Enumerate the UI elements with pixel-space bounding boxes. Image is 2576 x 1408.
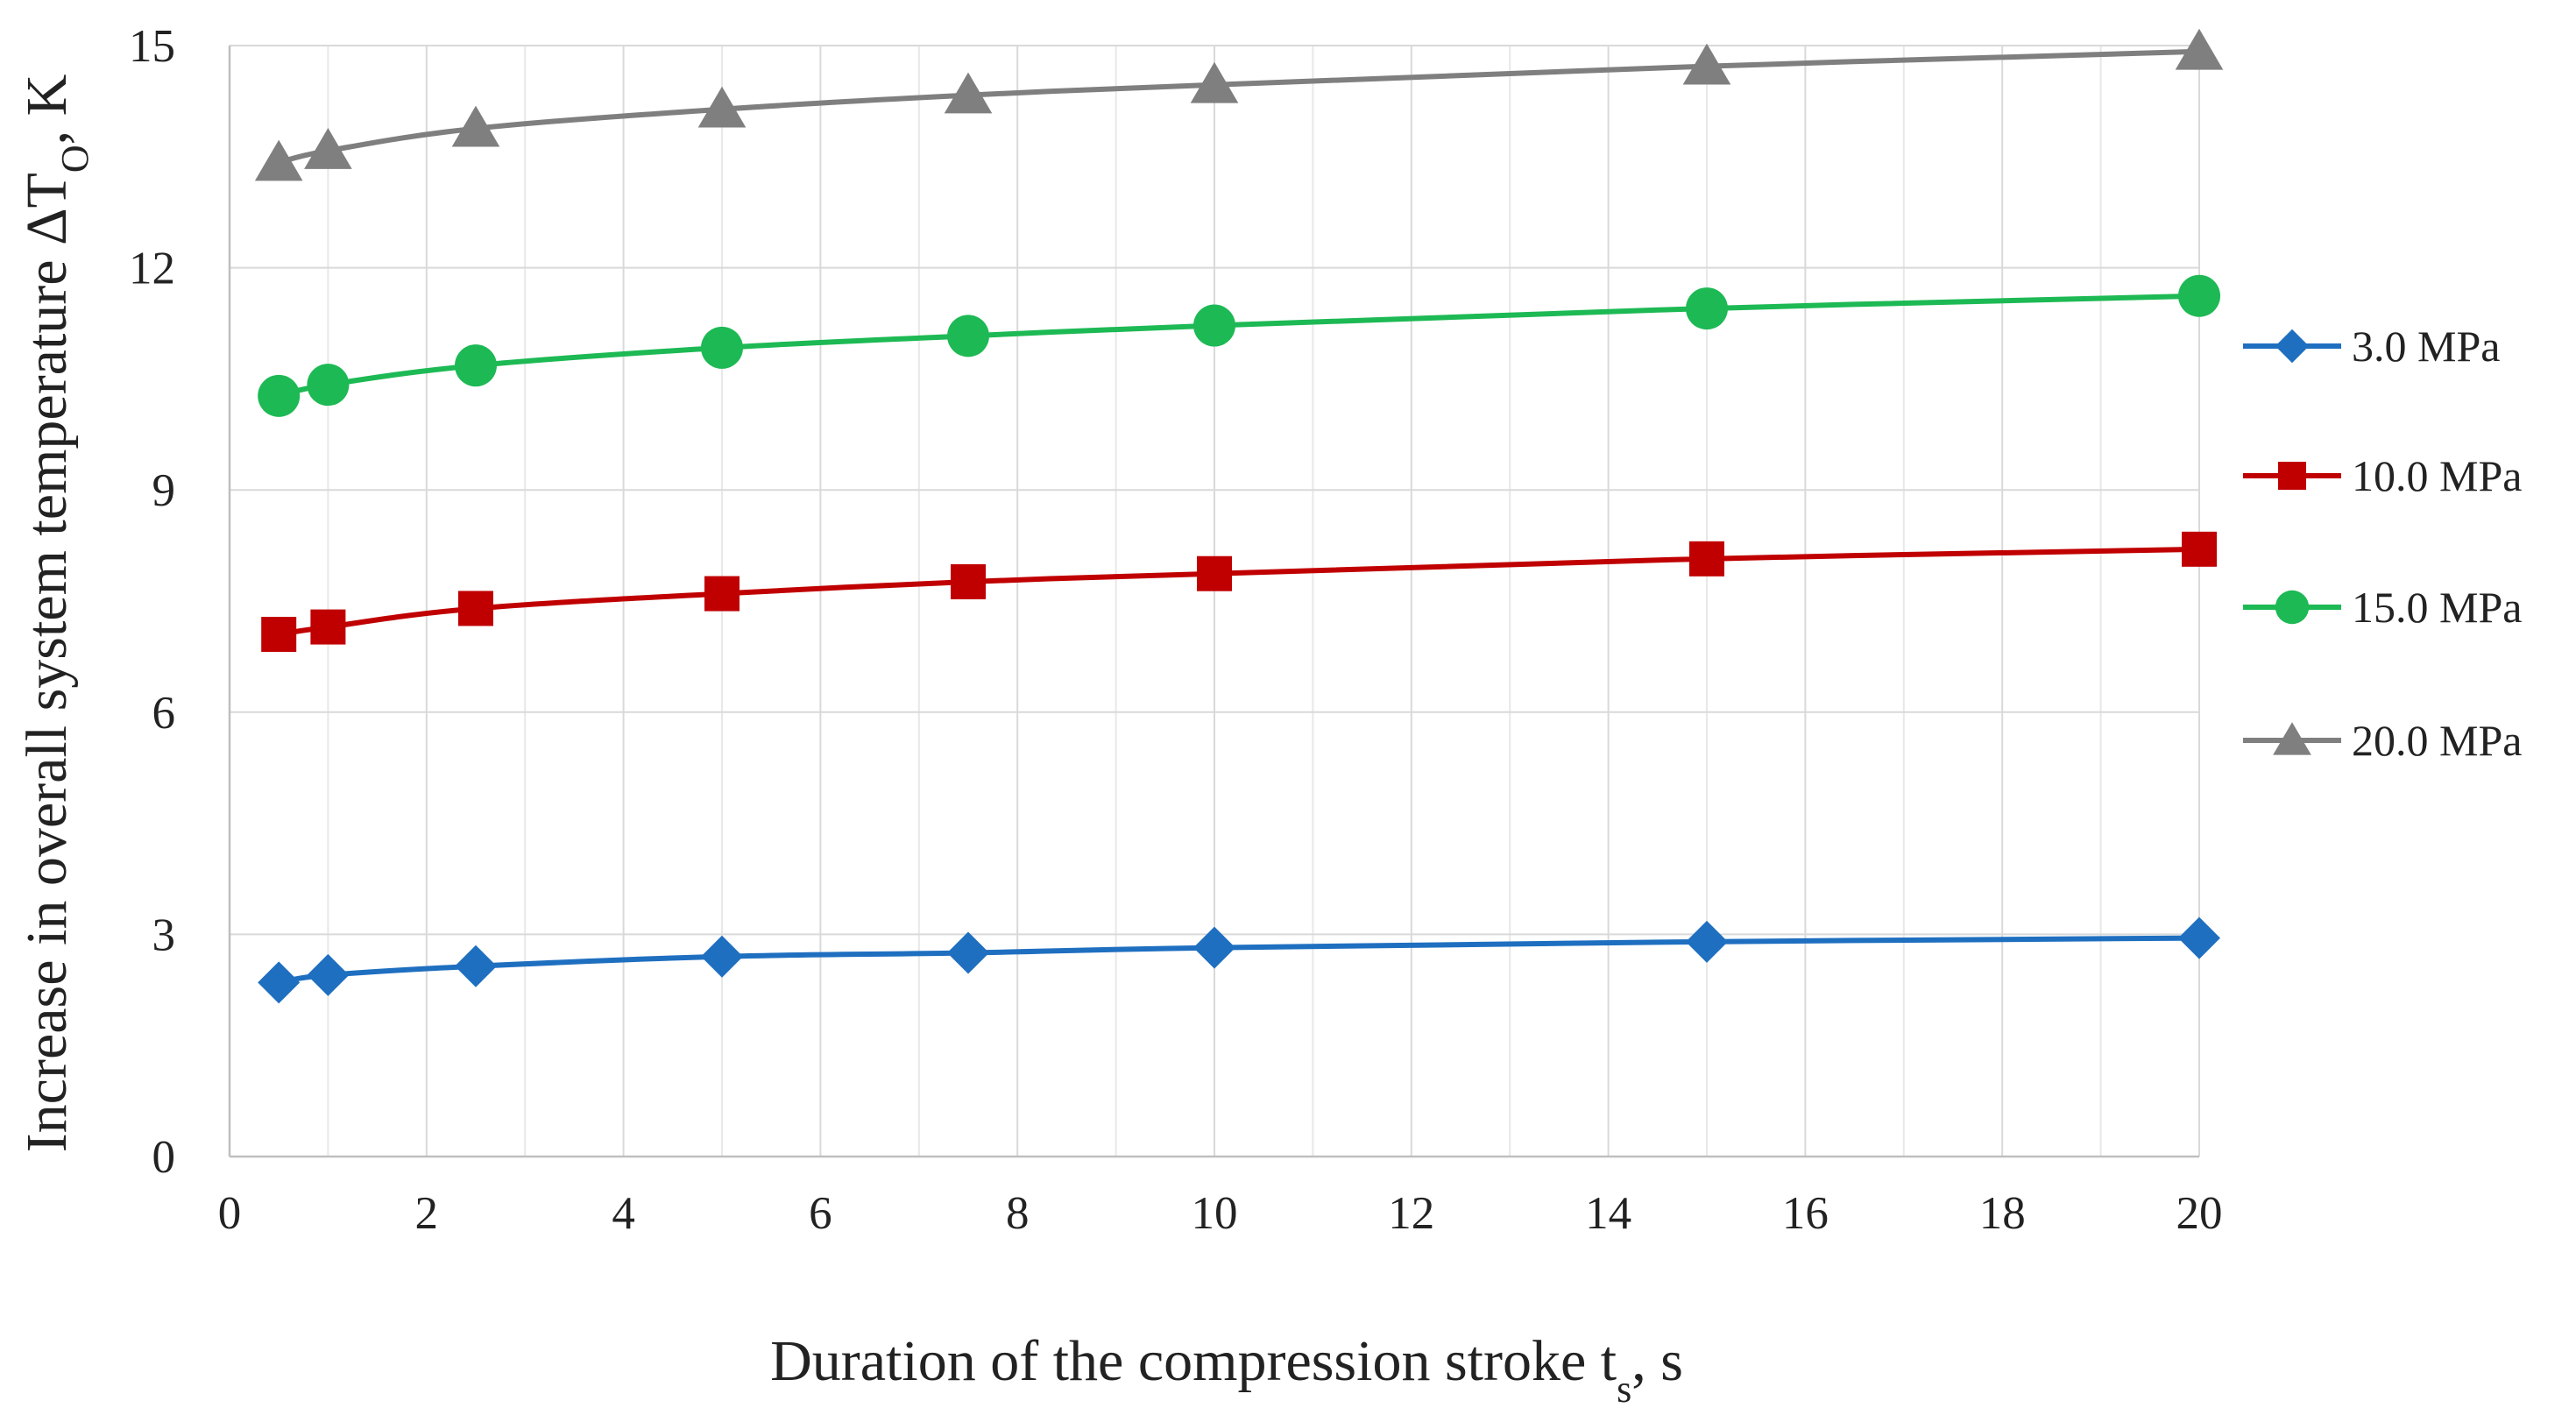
data-point-15-0-mpa bbox=[455, 344, 497, 387]
series-group bbox=[254, 28, 2224, 1004]
data-point-15-0-mpa bbox=[1193, 304, 1235, 347]
data-point-10-0-mpa bbox=[951, 564, 986, 600]
legend-item-3-0-mpa: 3.0 MPa bbox=[2243, 322, 2500, 371]
y-axis-title: Increase in overall system temperature Δ… bbox=[15, 74, 96, 1153]
legend: 3.0 MPa 10.0 MPa 15.0 MPa 20.0 MPa bbox=[2243, 322, 2522, 765]
data-point-20-0-mpa bbox=[451, 105, 500, 147]
x-tick-label: 6 bbox=[809, 1188, 832, 1239]
data-point-10-0-mpa bbox=[2182, 531, 2217, 567]
data-point-15-0-mpa bbox=[258, 374, 301, 417]
legend-label-10-0-mpa: 10.0 MPa bbox=[2352, 451, 2522, 500]
series-line-3-0-mpa bbox=[276, 935, 2202, 986]
data-point-10-0-mpa bbox=[1197, 555, 1232, 591]
data-point-15-0-mpa bbox=[947, 315, 989, 357]
x-tick-label: 10 bbox=[1192, 1188, 1238, 1239]
series-3-0-mpa bbox=[258, 916, 2220, 1004]
x-tick-label: 18 bbox=[1979, 1188, 2026, 1239]
data-point-3-0-mpa bbox=[947, 931, 989, 974]
data-point-20-0-mpa bbox=[1682, 43, 1731, 85]
x-tick-label: 2 bbox=[415, 1188, 439, 1239]
legend-item-15-0-mpa: 15.0 MPa bbox=[2243, 583, 2522, 632]
series-line-10-0-mpa bbox=[276, 546, 2202, 638]
series-line-20-0-mpa bbox=[276, 48, 2202, 166]
data-point-10-0-mpa bbox=[261, 617, 297, 653]
legend-marker-20-0-mpa bbox=[2273, 722, 2311, 755]
y-tick-label: 9 bbox=[152, 465, 176, 516]
y-tick-label: 3 bbox=[152, 909, 176, 960]
series-10-0-mpa bbox=[261, 531, 2217, 653]
data-point-10-0-mpa bbox=[1689, 541, 1724, 577]
data-point-3-0-mpa bbox=[1686, 920, 1728, 963]
x-tick-label: 4 bbox=[612, 1188, 635, 1239]
y-tick-label: 15 bbox=[129, 21, 175, 72]
y-tick-label: 12 bbox=[129, 244, 175, 294]
x-tick-label: 8 bbox=[1006, 1188, 1030, 1239]
data-point-3-0-mpa bbox=[701, 935, 743, 978]
x-tick-label: 0 bbox=[218, 1188, 242, 1239]
data-point-20-0-mpa bbox=[254, 139, 303, 181]
data-point-10-0-mpa bbox=[704, 576, 740, 612]
x-tick-label: 16 bbox=[1782, 1188, 1829, 1239]
x-tick-label: 20 bbox=[2176, 1188, 2223, 1239]
series-line-15-0-mpa bbox=[276, 293, 2202, 399]
data-point-20-0-mpa bbox=[1190, 61, 1239, 103]
data-point-3-0-mpa bbox=[258, 961, 301, 1004]
x-tick-label: 14 bbox=[1585, 1188, 1631, 1239]
data-point-15-0-mpa bbox=[701, 326, 743, 369]
data-point-20-0-mpa bbox=[944, 72, 993, 114]
legend-marker-10-0-mpa bbox=[2278, 462, 2306, 490]
legend-label-20-0-mpa: 20.0 MPa bbox=[2352, 716, 2522, 765]
legend-label-3-0-mpa: 3.0 MPa bbox=[2352, 322, 2500, 371]
legend-item-10-0-mpa: 10.0 MPa bbox=[2243, 451, 2522, 500]
y-tick-label: 0 bbox=[152, 1132, 176, 1183]
legend-label-15-0-mpa: 15.0 MPa bbox=[2352, 583, 2522, 632]
data-point-10-0-mpa bbox=[310, 609, 346, 645]
data-point-15-0-mpa bbox=[307, 364, 350, 407]
data-point-3-0-mpa bbox=[2178, 916, 2220, 959]
series-20-0-mpa bbox=[254, 28, 2224, 181]
axes bbox=[228, 46, 2199, 1158]
data-point-3-0-mpa bbox=[1193, 926, 1235, 969]
x-axis-title: Duration of the compression stroke ts, s bbox=[770, 1329, 1683, 1408]
data-point-20-0-mpa bbox=[2175, 28, 2224, 70]
series-15-0-mpa bbox=[258, 274, 2220, 417]
data-point-20-0-mpa bbox=[304, 128, 352, 169]
grid bbox=[229, 45, 2200, 1157]
data-point-3-0-mpa bbox=[307, 953, 350, 996]
y-tick-label: 6 bbox=[152, 688, 176, 739]
x-tick-label: 12 bbox=[1388, 1188, 1434, 1239]
data-point-20-0-mpa bbox=[697, 86, 747, 128]
data-point-3-0-mpa bbox=[455, 945, 497, 987]
legend-marker-3-0-mpa bbox=[2275, 329, 2310, 364]
legend-item-20-0-mpa: 20.0 MPa bbox=[2243, 716, 2522, 765]
data-point-15-0-mpa bbox=[1686, 287, 1728, 330]
legend-marker-15-0-mpa bbox=[2275, 590, 2310, 625]
data-point-10-0-mpa bbox=[458, 591, 493, 626]
tick-labels: 0 2 4 6 8 10 12 14 16 18 20 0 3 6 9 12 15 bbox=[129, 21, 2223, 1239]
data-point-15-0-mpa bbox=[2178, 274, 2220, 317]
